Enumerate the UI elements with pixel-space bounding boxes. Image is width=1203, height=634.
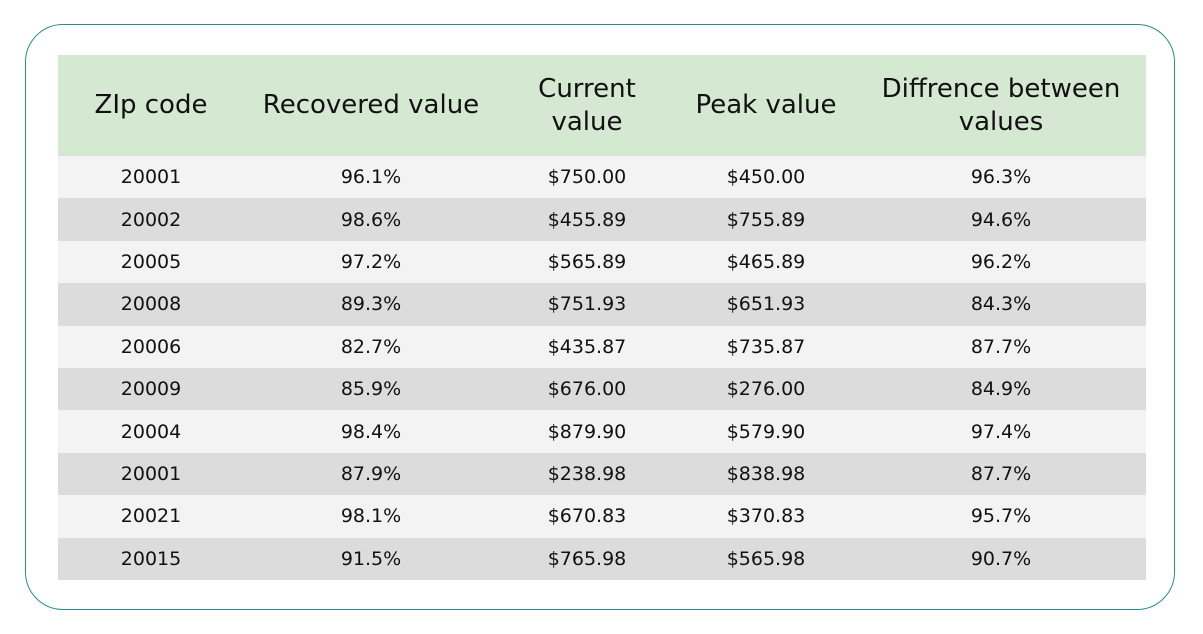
header-peak-value: Peak value <box>695 90 837 120</box>
cell-difference: 96.3% <box>970 166 1032 189</box>
cell-recovered-value: 89.3% <box>340 293 402 316</box>
cell-recovered-value: 98.1% <box>340 505 402 528</box>
cell-current-value: $676.00 <box>547 378 627 401</box>
cell-recovered-value: 98.4% <box>340 420 402 443</box>
cell-current-value: $435.87 <box>547 335 627 358</box>
cell-peak-value: $735.87 <box>726 335 806 358</box>
cell-difference: 84.9% <box>970 378 1032 401</box>
cell-difference: 87.7% <box>970 335 1032 358</box>
cell-zip-code: 20001 <box>120 462 182 485</box>
cell-difference: 97.4% <box>970 420 1032 443</box>
cell-recovered-value: 97.2% <box>340 250 402 273</box>
cell-zip-code: 20005 <box>120 250 182 273</box>
cell-zip-code: 20001 <box>120 166 182 189</box>
table-row: 20002 98.6% $455.89 $755.89 94.6% <box>58 198 1146 241</box>
table-row: 20006 82.7% $435.87 $735.87 87.7% <box>58 325 1146 368</box>
cell-recovered-value: 85.9% <box>340 378 402 401</box>
cell-zip-code: 20009 <box>120 378 182 401</box>
cell-current-value: $750.00 <box>547 166 627 189</box>
cell-difference: 95.7% <box>970 505 1032 528</box>
table-row: 20008 89.3% $751.93 $651.93 84.3% <box>58 283 1146 326</box>
cell-recovered-value: 96.1% <box>340 166 402 189</box>
cell-peak-value: $579.90 <box>726 420 806 443</box>
cell-current-value: $751.93 <box>547 293 627 316</box>
header-difference: Diffrence between values <box>881 73 1121 137</box>
cell-current-value: $670.83 <box>547 505 627 528</box>
cell-difference: 96.2% <box>970 250 1032 273</box>
table-row: 20005 97.2% $565.89 $465.89 96.2% <box>58 240 1146 284</box>
cell-peak-value: $651.93 <box>726 293 806 316</box>
cell-current-value: $765.98 <box>547 547 627 570</box>
table-row: 20001 96.1% $750.00 $450.00 96.3% <box>58 156 1146 199</box>
cell-current-value: $879.90 <box>547 420 627 443</box>
cell-peak-value: $465.89 <box>726 250 806 273</box>
header-current-value: Current value <box>538 73 636 137</box>
cell-peak-value: $450.00 <box>726 166 806 189</box>
cell-peak-value: $565.98 <box>726 547 806 570</box>
cell-current-value: $565.89 <box>547 250 627 273</box>
table-row: 20004 98.4% $879.90 $579.90 97.4% <box>58 410 1146 453</box>
cell-recovered-value: 87.9% <box>340 462 402 485</box>
cell-zip-code: 20004 <box>120 420 182 443</box>
cell-current-value: $455.89 <box>547 208 627 231</box>
cell-zip-code: 20021 <box>120 505 182 528</box>
table-row: 20015 91.5% $765.98 $565.98 90.7% <box>58 537 1146 580</box>
cell-recovered-value: 91.5% <box>340 547 402 570</box>
cell-zip-code: 20008 <box>120 293 182 316</box>
cell-peak-value: $755.89 <box>726 208 806 231</box>
table-frame <box>25 24 1175 610</box>
cell-peak-value: $276.00 <box>726 378 806 401</box>
table-row: 20001 87.9% $238.98 $838.98 87.7% <box>58 452 1146 496</box>
header-recovered-value: Recovered value <box>262 90 480 120</box>
table-header-row: ZIp code Recovered value Current value P… <box>58 55 1146 156</box>
cell-zip-code: 20006 <box>120 335 182 358</box>
data-table: ZIp code Recovered value Current value P… <box>58 55 1146 580</box>
cell-recovered-value: 98.6% <box>340 208 402 231</box>
cell-difference: 84.3% <box>970 293 1032 316</box>
cell-difference: 94.6% <box>970 208 1032 231</box>
cell-zip-code: 20015 <box>120 547 182 570</box>
table-row: 20021 98.1% $670.83 $370.83 95.7% <box>58 495 1146 538</box>
cell-current-value: $238.98 <box>547 462 627 485</box>
cell-difference: 90.7% <box>970 547 1032 570</box>
cell-peak-value: $370.83 <box>726 505 806 528</box>
header-zip-code: ZIp code <box>94 90 208 120</box>
cell-peak-value: $838.98 <box>726 462 806 485</box>
cell-recovered-value: 82.7% <box>340 335 402 358</box>
cell-zip-code: 20002 <box>120 208 182 231</box>
cell-difference: 87.7% <box>970 462 1032 485</box>
table-row: 20009 85.9% $676.00 $276.00 84.9% <box>58 367 1146 411</box>
